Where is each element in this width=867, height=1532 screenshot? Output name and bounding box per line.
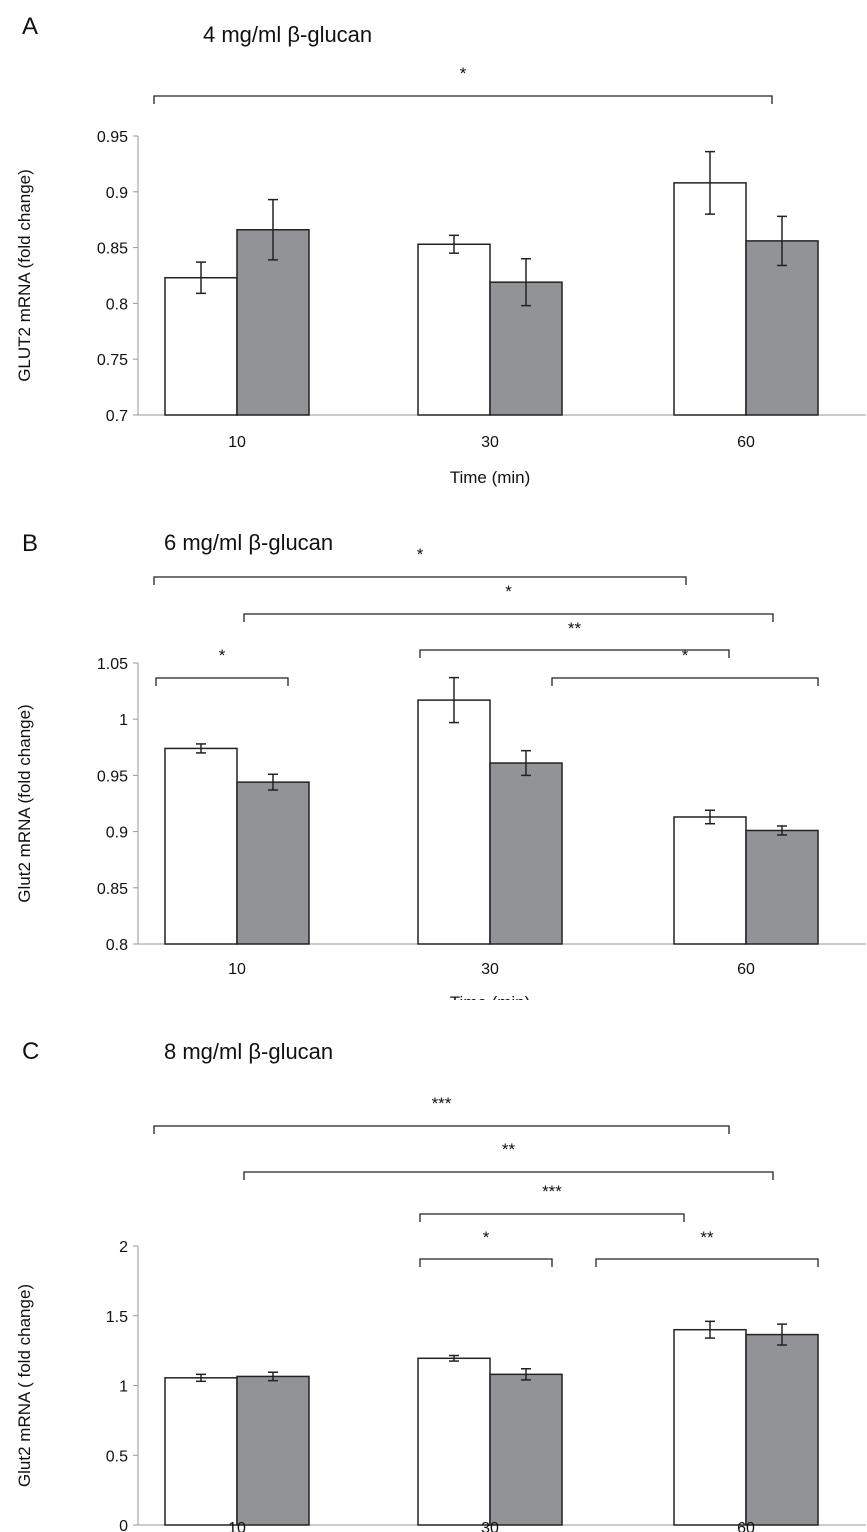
- significance-label: **: [700, 1228, 714, 1247]
- significance-bracket: [243, 613, 774, 622]
- significance-bracket: [243, 1171, 774, 1180]
- panel-label: C: [22, 1038, 39, 1065]
- panel-label: B: [22, 530, 38, 557]
- x-axis-label: Time (min): [450, 468, 531, 487]
- significance-label: ***: [542, 1182, 562, 1201]
- chart-title: 8 mg/ml β-glucan: [164, 1039, 333, 1064]
- y-tick-label: 1: [119, 1379, 128, 1396]
- x-tick-label: 30: [481, 1520, 499, 1532]
- panel-label: A: [22, 13, 38, 40]
- y-tick-label: 0.5: [106, 1448, 128, 1465]
- significance-bracket: [595, 1258, 819, 1267]
- x-tick-label: 10: [228, 434, 246, 451]
- y-tick-label: 0: [119, 1518, 128, 1532]
- chart-panel-b: B 6 mg/ml β-glucan 0.8 0.85 0.9 0.95 1 1.05 Glut…: [0, 500, 867, 1000]
- y-axis-label: Glut2 mRNA (fold change): [15, 704, 34, 902]
- x-tick-label: 30: [481, 434, 499, 451]
- bar: [164, 747, 238, 945]
- bar: [236, 781, 310, 945]
- bar-chart-c: C 8 mg/ml β-glucan 0 0.5 1 1.5 2 Glut2 mRNA ( f…: [15, 1038, 866, 1532]
- y-axis-label: Glut2 mRNA ( fold change): [15, 1284, 34, 1487]
- significance-label: *: [460, 64, 467, 83]
- y-tick-label: 1: [119, 712, 128, 729]
- x-tick-label: 60: [737, 961, 755, 978]
- y-tick-label: 0.85: [97, 881, 128, 898]
- bar-chart-a: A 4 mg/ml β-glucan 0.7 0.75 0.8 0.85 0.9 0.95 GL…: [15, 13, 866, 487]
- significance-label: *: [483, 1228, 490, 1247]
- x-tick-label: 10: [228, 961, 246, 978]
- significance-bracket: [419, 649, 730, 658]
- bar: [164, 1377, 238, 1526]
- bar: [745, 240, 819, 416]
- y-tick-label: 0.8: [106, 296, 128, 313]
- y-tick-label: 0.9: [106, 825, 128, 842]
- y-tick-label: 0.95: [97, 768, 128, 785]
- y-tick-label: 0.75: [97, 352, 128, 369]
- significance-bracket: [153, 576, 687, 585]
- significance-label: **: [568, 619, 582, 638]
- chart-panel-c: C 8 mg/ml β-glucan 0 0.5 1 1.5 2 Glut2 mRNA ( f…: [0, 1000, 867, 1532]
- x-tick-label: 10: [228, 1520, 246, 1532]
- y-tick-label: 1.05: [97, 656, 128, 673]
- significance-bracket: [153, 95, 773, 104]
- x-tick-label: 60: [737, 434, 755, 451]
- bar: [489, 1373, 563, 1526]
- significance-bracket: [155, 677, 289, 686]
- bar: [745, 1333, 819, 1526]
- y-tick-label: 0.85: [97, 241, 128, 258]
- y-tick-label: 0.7: [106, 408, 128, 425]
- bar: [164, 276, 238, 416]
- significance-label: ***: [432, 1094, 452, 1113]
- bar: [417, 699, 491, 945]
- x-tick-label: 30: [481, 961, 499, 978]
- significance-label: *: [505, 582, 512, 601]
- bar: [489, 762, 563, 945]
- y-tick-label: 0.95: [97, 129, 128, 146]
- bar: [673, 816, 747, 945]
- significance-label: *: [219, 646, 226, 665]
- chart-title: 4 mg/ml β-glucan: [203, 22, 372, 47]
- y-axis-label: GLUT2 mRNA (fold change): [15, 169, 34, 382]
- bar: [236, 1375, 310, 1526]
- y-tick-label: 0.8: [106, 937, 128, 954]
- x-tick-label: 60: [737, 1520, 755, 1532]
- significance-bracket: [419, 1258, 553, 1267]
- bar: [417, 243, 491, 416]
- bar: [745, 829, 819, 945]
- significance-label: *: [417, 545, 424, 564]
- significance-bracket: [419, 1213, 685, 1222]
- y-tick-label: 1.5: [106, 1309, 128, 1326]
- significance-bracket: [153, 1125, 730, 1134]
- significance-label: **: [502, 1140, 516, 1159]
- bar: [673, 1328, 747, 1526]
- significance-bracket: [551, 677, 819, 686]
- bar: [673, 182, 747, 416]
- chart-panel-a: A 4 mg/ml β-glucan 0.7 0.75 0.8 0.85 0.9 0.95 GL…: [0, 0, 867, 500]
- y-tick-label: 2: [119, 1239, 128, 1256]
- significance-label: *: [682, 646, 689, 665]
- y-tick-label: 0.9: [106, 185, 128, 202]
- x-axis-label: Time (min): [450, 993, 531, 1000]
- bar-chart-b: B 6 mg/ml β-glucan 0.8 0.85 0.9 0.95 1 1.05 Glut…: [15, 530, 866, 1000]
- bar: [417, 1357, 491, 1526]
- chart-title: 6 mg/ml β-glucan: [164, 530, 333, 555]
